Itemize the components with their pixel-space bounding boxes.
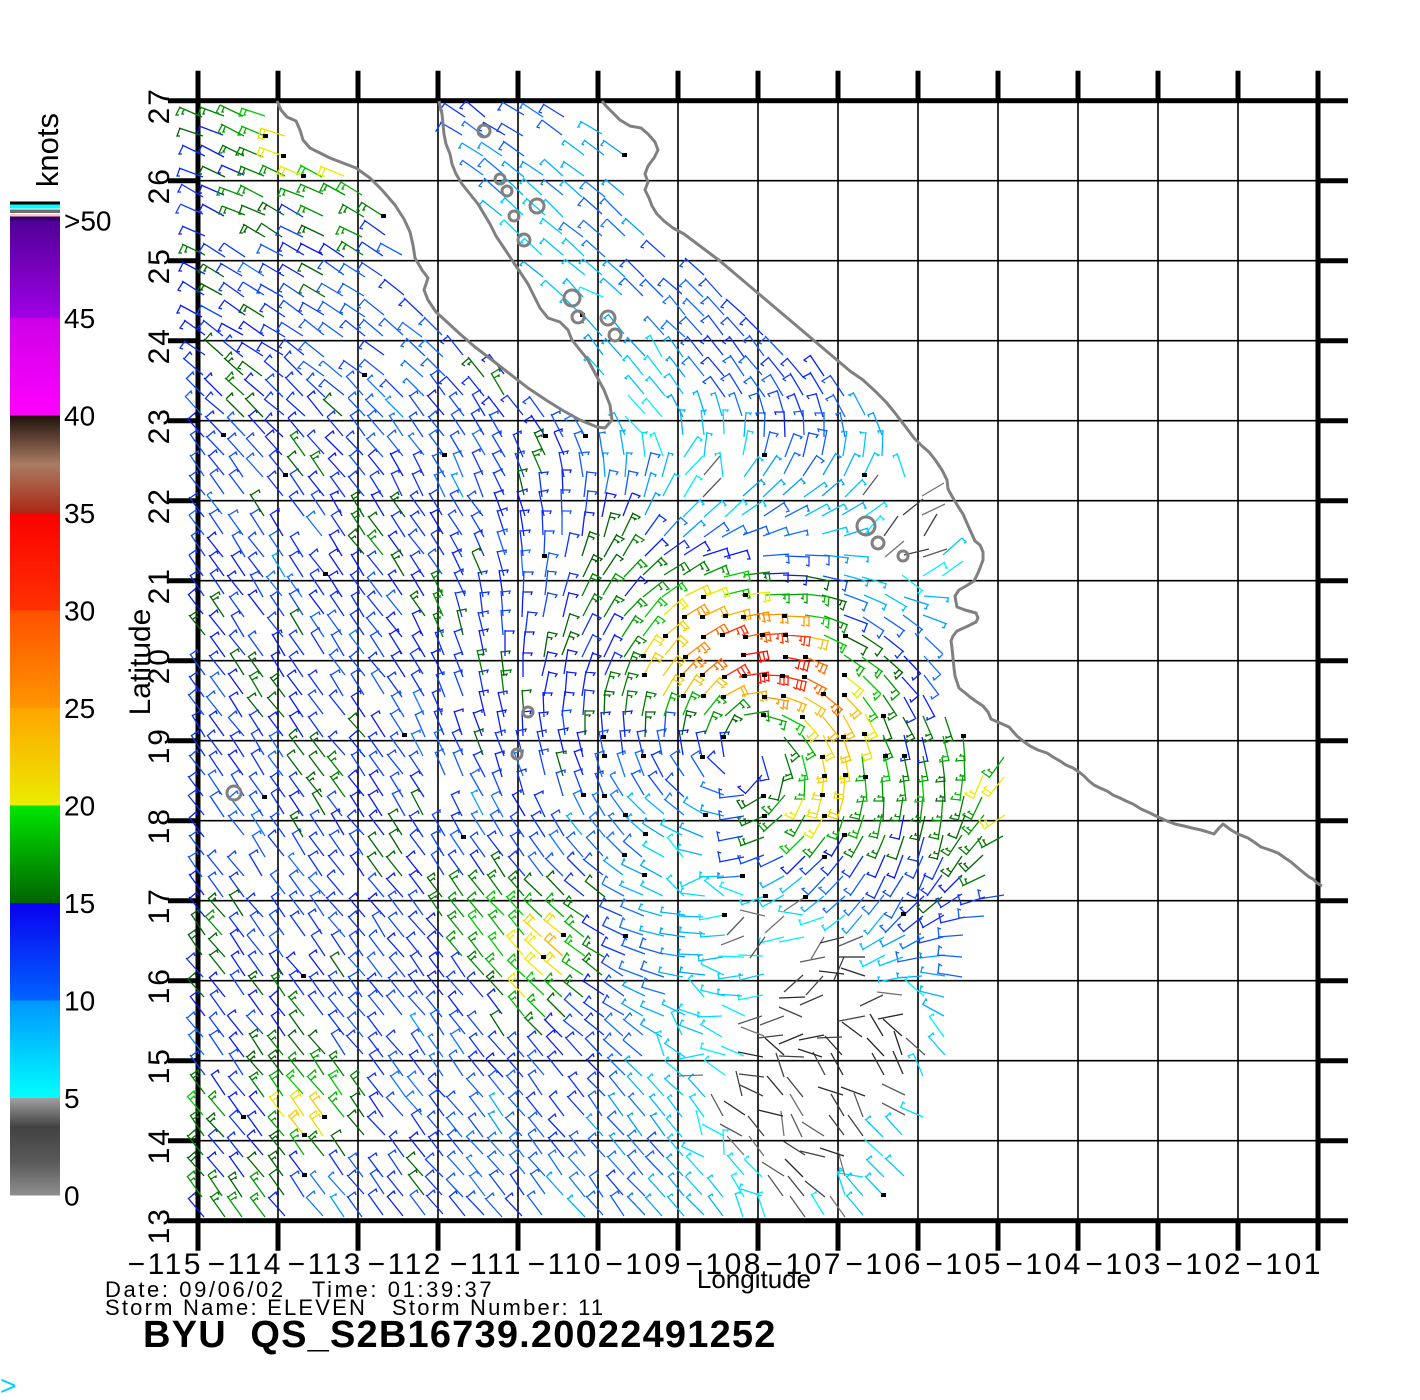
- svg-text:−115: −115: [128, 1248, 203, 1281]
- svg-text:BYU QS_S2B16739.20022491252: BYU QS_S2B16739.20022491252: [143, 1314, 777, 1356]
- svg-text:23: 23: [143, 407, 176, 444]
- svg-text:40: 40: [64, 401, 95, 432]
- svg-text:−109: −109: [605, 1248, 683, 1281]
- svg-text:14: 14: [143, 1127, 176, 1164]
- svg-text:−104: −104: [1005, 1248, 1083, 1281]
- svg-text:−110: −110: [528, 1248, 603, 1281]
- svg-text:15: 15: [64, 888, 95, 919]
- svg-text:>: >: [0, 1370, 16, 1400]
- svg-text:−111: −111: [450, 1248, 523, 1281]
- svg-text:−105: −105: [925, 1248, 1003, 1281]
- svg-text:5: 5: [64, 1083, 80, 1114]
- svg-text:−114: −114: [208, 1248, 283, 1281]
- svg-text:−103: −103: [1085, 1248, 1163, 1281]
- svg-text:25: 25: [64, 693, 95, 724]
- svg-text:0: 0: [64, 1181, 80, 1212]
- svg-text:knots: knots: [30, 113, 65, 187]
- svg-text:24: 24: [143, 327, 176, 364]
- svg-text:−101: −101: [1245, 1248, 1323, 1281]
- svg-text:13: 13: [143, 1207, 176, 1244]
- svg-text:20: 20: [64, 791, 95, 822]
- svg-text:−107: −107: [765, 1248, 843, 1281]
- svg-text:−106: −106: [845, 1248, 923, 1281]
- svg-text:26: 26: [143, 167, 176, 204]
- svg-text:18: 18: [143, 807, 176, 844]
- svg-text:20: 20: [143, 647, 176, 684]
- svg-text:15: 15: [143, 1047, 176, 1084]
- svg-text:Longitude: Longitude: [697, 1264, 811, 1294]
- svg-text:Latitude: Latitude: [124, 609, 157, 716]
- svg-text:35: 35: [64, 498, 95, 529]
- svg-text:−113: −113: [288, 1248, 363, 1281]
- svg-text:−112: −112: [368, 1248, 443, 1281]
- svg-text:19: 19: [143, 727, 176, 764]
- svg-text:30: 30: [64, 596, 95, 627]
- svg-text:>50: >50: [64, 206, 112, 237]
- svg-text:16: 16: [143, 967, 176, 1004]
- svg-text:45: 45: [64, 303, 95, 334]
- svg-text:17: 17: [143, 887, 176, 924]
- svg-text:27: 27: [143, 87, 176, 124]
- svg-text:10: 10: [64, 986, 95, 1017]
- svg-text:Storm Name: ELEVEN Storm Num: Storm Name: ELEVEN Storm Number: 11: [105, 1295, 605, 1320]
- svg-text:25: 25: [143, 247, 176, 284]
- svg-text:−102: −102: [1165, 1248, 1243, 1281]
- svg-text:22: 22: [143, 487, 176, 524]
- svg-text:−108: −108: [685, 1248, 763, 1281]
- svg-text:21: 21: [143, 567, 176, 604]
- svg-text:Date: 09/06/02 Time: 01:39:3: Date: 09/06/02 Time: 01:39:37: [105, 1277, 494, 1302]
